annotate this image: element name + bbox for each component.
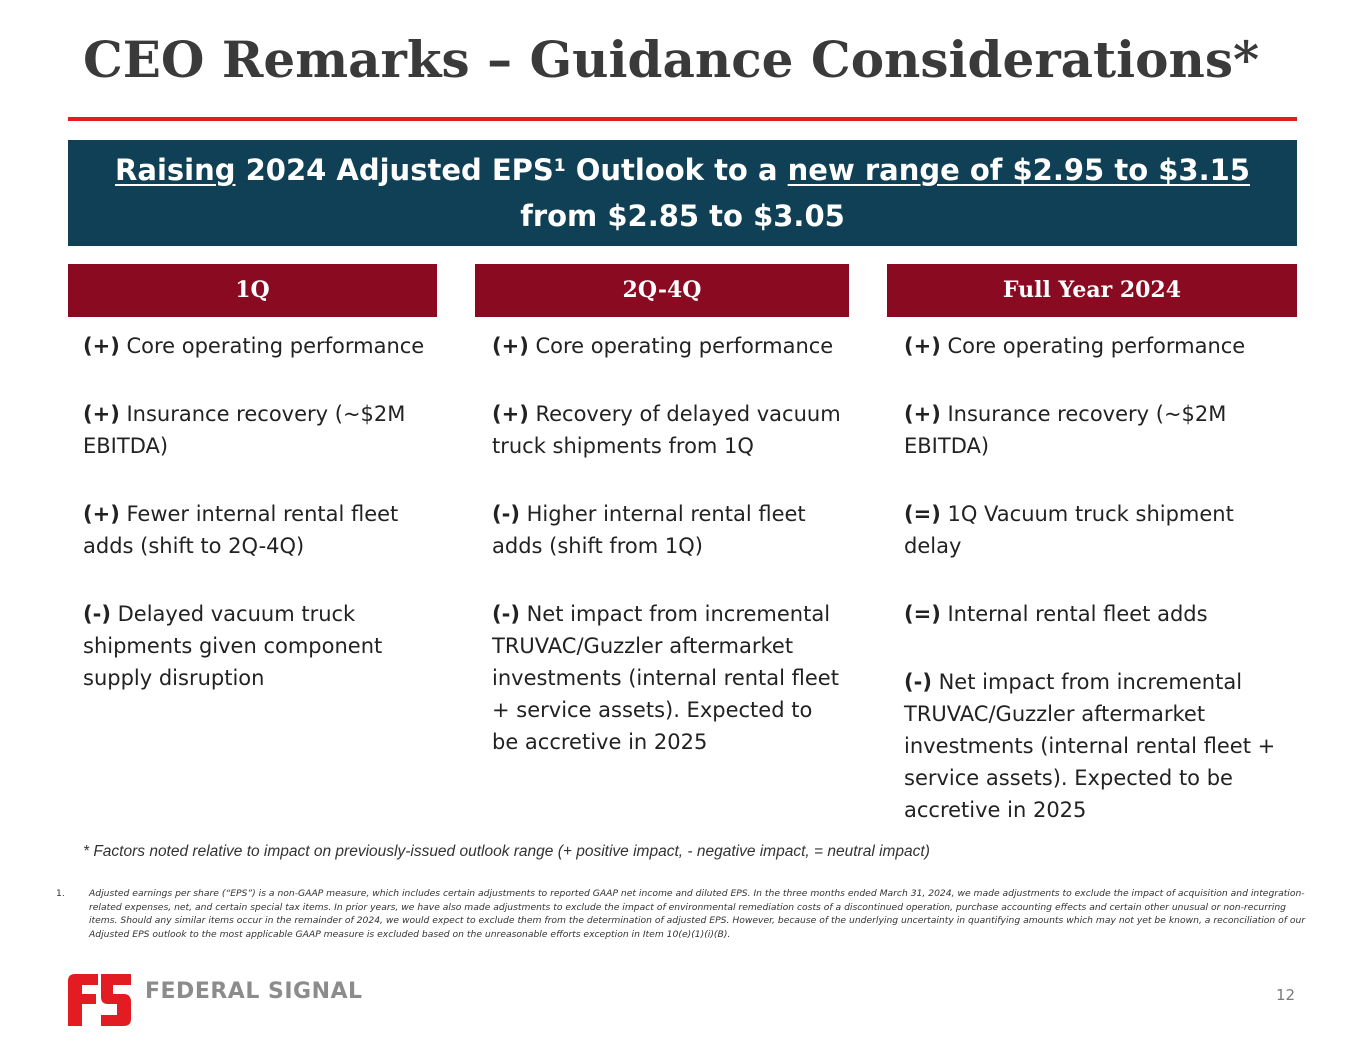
banner-raising: Raising: [115, 153, 236, 187]
column-header-full-year: Full Year 2024: [887, 264, 1297, 317]
list-item: (-) Delayed vacuum truck shipments given…: [83, 598, 433, 694]
logo-wordmark: FEDERAL SIGNAL: [145, 979, 363, 1004]
impact-sign: (+): [83, 334, 120, 358]
item-text: Delayed vacuum truck shipments given com…: [83, 602, 383, 690]
item-text: Net impact from incremental TRUVAC/Guzzl…: [904, 670, 1276, 822]
banner-new-range: new range of $2.95 to $3.15: [787, 153, 1250, 187]
impact-sign: (+): [492, 334, 529, 358]
list-item: (+) Insurance recovery (~$2M EBITDA): [83, 398, 433, 462]
impact-sign: (-): [83, 602, 111, 626]
eps-footnote: 1. Adjusted earnings per share (“EPS”) i…: [56, 887, 1314, 941]
list-item: (+) Insurance recovery (~$2M EBITDA): [904, 398, 1294, 462]
impact-sign: (+): [492, 402, 529, 426]
impact-sign: (+): [904, 334, 941, 358]
item-text: Insurance recovery (~$2M EBITDA): [904, 402, 1227, 458]
impact-legend-note: * Factors noted relative to impact on pr…: [83, 843, 930, 860]
column-1q: (+) Core operating performance (+) Insur…: [83, 330, 433, 730]
banner-text-a: 2024 Adjusted EPS: [235, 153, 554, 187]
impact-sign: (+): [83, 502, 120, 526]
list-item: (+) Core operating performance: [904, 330, 1294, 362]
column-2q-4q: (+) Core operating performance (+) Recov…: [492, 330, 844, 794]
item-text: Higher internal rental fleet adds (shift…: [492, 502, 806, 558]
impact-sign: (=): [904, 602, 941, 626]
federal-signal-logo: [68, 974, 131, 1026]
list-item: (+) Core operating performance: [83, 330, 433, 362]
list-item: (+) Core operating performance: [492, 330, 844, 362]
item-text: Net impact from incremental TRUVAC/Guzzl…: [492, 602, 839, 754]
item-text: 1Q Vacuum truck shipment delay: [904, 502, 1234, 558]
impact-sign: (=): [904, 502, 941, 526]
list-item: (-) Net impact from incremental TRUVAC/G…: [904, 666, 1294, 826]
column-full-year: (+) Core operating performance (+) Insur…: [904, 330, 1294, 862]
impact-sign: (-): [904, 670, 932, 694]
column-header-1q: 1Q: [68, 264, 437, 317]
impact-sign: (-): [492, 502, 520, 526]
list-item: (=) 1Q Vacuum truck shipment delay: [904, 498, 1294, 562]
guidance-banner: Raising 2024 Adjusted EPS1 Outlook to a …: [68, 140, 1297, 246]
list-item: (=) Internal rental fleet adds: [904, 598, 1294, 630]
footnote-number: 1.: [56, 888, 65, 899]
item-text: Internal rental fleet adds: [940, 602, 1208, 626]
banner-footnote-ref: 1: [553, 156, 566, 176]
item-text: Insurance recovery (~$2M EBITDA): [83, 402, 406, 458]
footnote-text: Adjusted earnings per share (“EPS”) is a…: [89, 888, 1306, 940]
banner-text-c: from $2.85 to $3.05: [520, 199, 845, 233]
item-text: Recovery of delayed vacuum truck shipmen…: [492, 402, 841, 458]
title-divider: [68, 117, 1297, 121]
item-text: Core operating performance: [940, 334, 1246, 358]
page-number: 12: [1276, 986, 1296, 1004]
list-item: (-) Net impact from incremental TRUVAC/G…: [492, 598, 844, 758]
slide-title: CEO Remarks – Guidance Considerations*: [83, 30, 1260, 89]
column-header-2q-4q: 2Q-4Q: [475, 264, 849, 317]
banner-text-b: Outlook to a: [565, 153, 788, 187]
list-item: (+) Recovery of delayed vacuum truck shi…: [492, 398, 844, 462]
impact-sign: (+): [904, 402, 941, 426]
list-item: (+) Fewer internal rental fleet adds (sh…: [83, 498, 433, 562]
item-text: Core operating performance: [119, 334, 425, 358]
item-text: Core operating performance: [528, 334, 834, 358]
list-item: (-) Higher internal rental fleet adds (s…: [492, 498, 844, 562]
item-text: Fewer internal rental fleet adds (shift …: [83, 502, 399, 558]
impact-sign: (-): [492, 602, 520, 626]
federal-signal-fs-logo-icon: [68, 974, 131, 1026]
impact-sign: (+): [83, 402, 120, 426]
